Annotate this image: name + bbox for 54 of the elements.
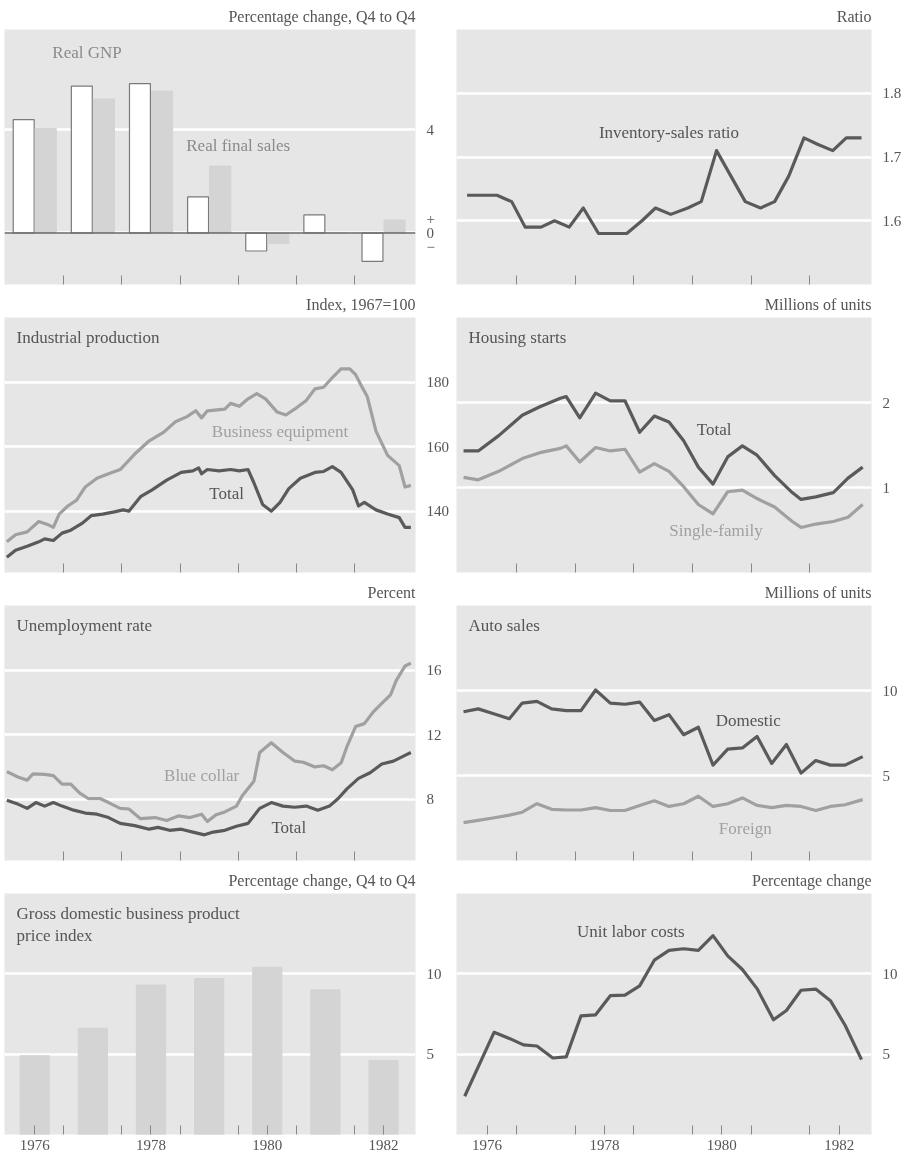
series-label: Real final sales — [186, 135, 291, 155]
series-label: Real GNP — [52, 43, 122, 63]
y-tick-label: 12 — [426, 726, 442, 743]
y-tick-label: 140 — [426, 503, 449, 520]
x-tick-label: 1978 — [136, 1136, 166, 1153]
y-tick-label: 4 — [426, 121, 435, 138]
series-label: Total — [209, 484, 245, 504]
x-tick-label: 1982 — [368, 1136, 399, 1153]
x-tick-label: 1976 — [472, 1136, 503, 1153]
y-tick-label: 1.7 — [882, 149, 902, 165]
y-tick-label: 1.8 — [882, 85, 902, 102]
y-tick-label: 5 — [426, 1046, 434, 1063]
y-tick-label: 1.6 — [882, 212, 902, 229]
y-tick-label: 5 — [882, 1046, 890, 1063]
text: Industrial production — [16, 327, 161, 347]
text: Gross domestic business product price index — [16, 903, 241, 946]
y-tick-label: 1 — [882, 479, 890, 496]
y-tick-label: 10 — [426, 965, 442, 982]
y-tick-label: 10 — [882, 682, 898, 699]
y-tick-label: 16 — [426, 662, 442, 679]
y-tick-label: − — [426, 239, 435, 256]
y-tick-label: + — [426, 210, 435, 227]
series-label: Total — [696, 420, 732, 440]
x-tick-label: 1982 — [824, 1136, 855, 1153]
x-tick-label: 1980 — [252, 1136, 283, 1153]
series-label: Business equipment — [211, 421, 349, 441]
y-tick-label: 2 — [882, 394, 890, 411]
text: Housing starts — [468, 327, 567, 347]
y-axis-title: Millions of units — [764, 583, 872, 601]
y-tick-label: 160 — [426, 438, 449, 455]
series-label: Blue collar — [164, 766, 240, 786]
y-tick-label: 10 — [882, 965, 898, 982]
text: Unemployment rate — [16, 615, 152, 635]
y-tick-label: 8 — [426, 791, 434, 808]
y-tick-label: 180 — [426, 374, 449, 391]
text: Auto sales — [468, 615, 540, 635]
y-axis-title: Millions of units — [764, 295, 872, 313]
y-axis-title: Percentage change, Q4 to Q4 — [228, 871, 416, 890]
y-tick-label: 0 — [426, 224, 434, 241]
y-axis-title: Index, 1967=100 — [306, 295, 416, 313]
x-tick-label: 1976 — [19, 1136, 51, 1153]
series-label: Unit labor costs — [577, 921, 685, 941]
series-label: Domestic — [715, 710, 782, 730]
y-axis-title: Percentage change, Q4 to Q4 — [228, 7, 416, 26]
x-tick-label: 1978 — [589, 1136, 620, 1153]
x-tick-label: 1980 — [706, 1136, 737, 1153]
series-label: Single-family — [669, 521, 764, 541]
series-label: Total — [271, 817, 307, 837]
y-tick-label: 5 — [882, 767, 890, 784]
series-label: Inventory-sales ratio — [598, 123, 740, 143]
series-label: Foreign — [718, 818, 773, 838]
y-axis-title: Percent — [367, 583, 417, 601]
y-axis-title: Percentage change — [752, 871, 872, 890]
y-axis-title: Ratio — [836, 7, 872, 25]
